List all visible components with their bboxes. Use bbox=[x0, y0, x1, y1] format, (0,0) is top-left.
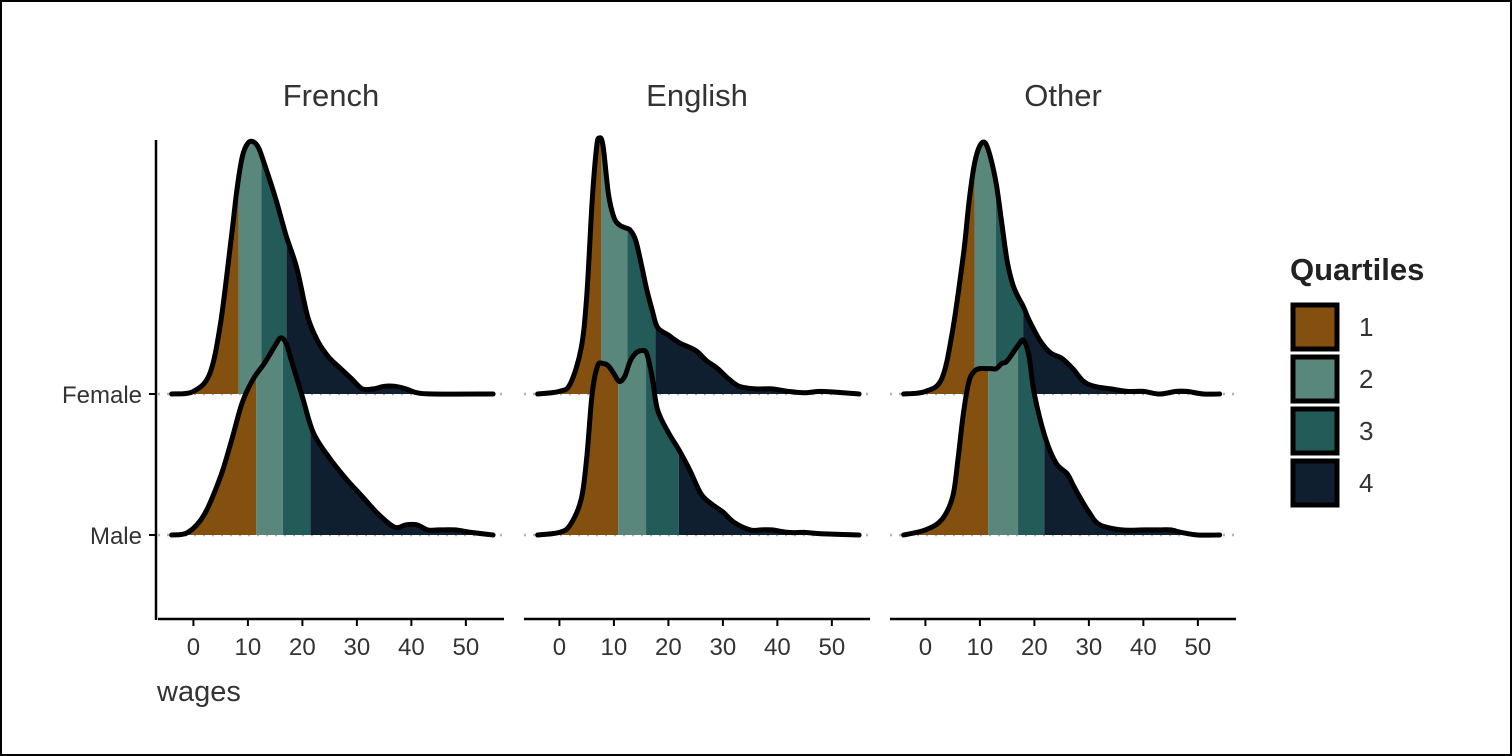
x-axis-english: 0 10 20 30 40 50 bbox=[524, 617, 870, 661]
x-tick-label: 50 bbox=[453, 634, 480, 661]
legend-label: 4 bbox=[1359, 468, 1373, 498]
legend: Quartiles 1 2 3 4 bbox=[1290, 252, 1424, 508]
quartile-2-band bbox=[974, 142, 996, 394]
quartile-4-band bbox=[678, 350, 860, 535]
quartile-2-band bbox=[988, 339, 1019, 535]
x-tick-label: 40 bbox=[398, 634, 425, 661]
x-tick-label: 10 bbox=[235, 634, 262, 661]
panel-other: Other 0 10 20 30 40 50 bbox=[890, 78, 1236, 661]
facet-label: Other bbox=[1024, 78, 1102, 113]
density-curve bbox=[535, 135, 862, 397]
x-tick-label: 0 bbox=[187, 634, 200, 661]
legend-swatch bbox=[1290, 354, 1340, 404]
ridge-male bbox=[535, 347, 862, 538]
y-tick-label-male: Male bbox=[90, 523, 142, 550]
x-axis-french: 0 10 20 30 40 50 bbox=[158, 617, 504, 661]
ridge-female bbox=[901, 139, 1223, 397]
density-curve bbox=[169, 335, 496, 538]
quartile-4-band bbox=[1023, 142, 1220, 394]
density-curve bbox=[901, 337, 1223, 538]
density-curve bbox=[901, 139, 1223, 397]
density-curve bbox=[535, 347, 862, 538]
x-tick-label: 50 bbox=[1185, 634, 1212, 661]
x-tick-label: 40 bbox=[1130, 634, 1157, 661]
x-tick-label: 40 bbox=[764, 634, 791, 661]
legend-key-4: 4 bbox=[1290, 458, 1373, 508]
quartile-4-band bbox=[286, 141, 494, 394]
panel-english: English 0 10 20 30 40 50 bbox=[524, 78, 870, 661]
legend-label: 3 bbox=[1359, 416, 1373, 446]
ridge-female bbox=[535, 135, 862, 397]
panel-french: French 0 10 20 30 40 50 bbox=[158, 78, 504, 661]
x-tick-label: 0 bbox=[553, 634, 566, 661]
y-axis: Female Male bbox=[62, 140, 158, 620]
legend-swatch bbox=[1290, 406, 1340, 456]
quartile-1-band bbox=[171, 141, 239, 394]
x-tick-label: 30 bbox=[710, 634, 737, 661]
ridge-female bbox=[169, 138, 496, 397]
x-axis-other: 0 10 20 30 40 50 bbox=[890, 617, 1236, 661]
x-tick-label: 10 bbox=[601, 634, 628, 661]
x-tick-label: 20 bbox=[655, 634, 682, 661]
legend-swatch bbox=[1290, 458, 1340, 508]
y-tick-label-female: Female bbox=[62, 382, 142, 409]
legend-label: 1 bbox=[1359, 312, 1373, 342]
facet-label: French bbox=[283, 78, 379, 113]
x-tick-label: 20 bbox=[1021, 634, 1048, 661]
legend-keys: 1 2 3 4 bbox=[1290, 302, 1373, 508]
quartile-4-band bbox=[655, 137, 860, 394]
quartile-4-band bbox=[1044, 339, 1220, 535]
legend-swatch bbox=[1290, 302, 1340, 352]
x-tick-label: 30 bbox=[344, 634, 371, 661]
legend-key-2: 2 bbox=[1290, 354, 1373, 404]
x-tick-label: 30 bbox=[1076, 634, 1103, 661]
x-tick-label: 50 bbox=[819, 634, 846, 661]
legend-title: Quartiles bbox=[1290, 252, 1424, 287]
x-tick-label: 0 bbox=[919, 634, 932, 661]
x-tick-label: 20 bbox=[289, 634, 316, 661]
legend-label: 2 bbox=[1359, 364, 1373, 394]
density-curve bbox=[169, 138, 496, 397]
x-axis-title: wages bbox=[156, 676, 241, 708]
quartile-2-band bbox=[238, 141, 262, 394]
ridge-male bbox=[169, 335, 496, 538]
facet-label: English bbox=[646, 78, 748, 113]
ridge-male bbox=[901, 337, 1223, 538]
x-tick-label: 10 bbox=[967, 634, 994, 661]
legend-key-3: 3 bbox=[1290, 406, 1373, 456]
legend-key-1: 1 bbox=[1290, 302, 1373, 352]
